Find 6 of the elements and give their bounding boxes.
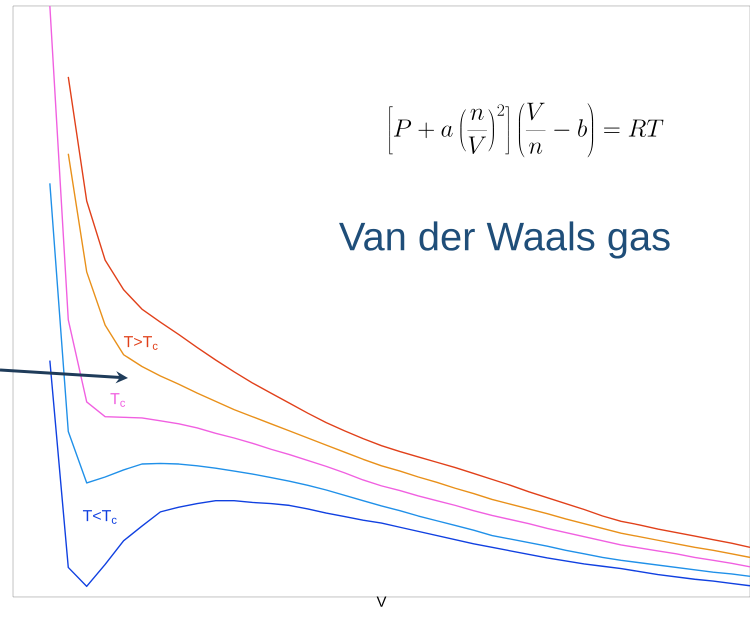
annotation: $\left[P+a\left(\frac{n}{V}\right)^{2}\right]\left(\frac{V}{n}-b\right)=RT$ <box>389 102 664 158</box>
annotation: Van der Waals gas <box>339 221 670 259</box>
x-axis-title: V <box>376 596 386 607</box>
annotation: T$_{c}$ <box>110 393 126 407</box>
annotation: T>T$_{c}$ <box>124 336 158 350</box>
annotation: T<T$_{c}$ <box>82 510 117 524</box>
